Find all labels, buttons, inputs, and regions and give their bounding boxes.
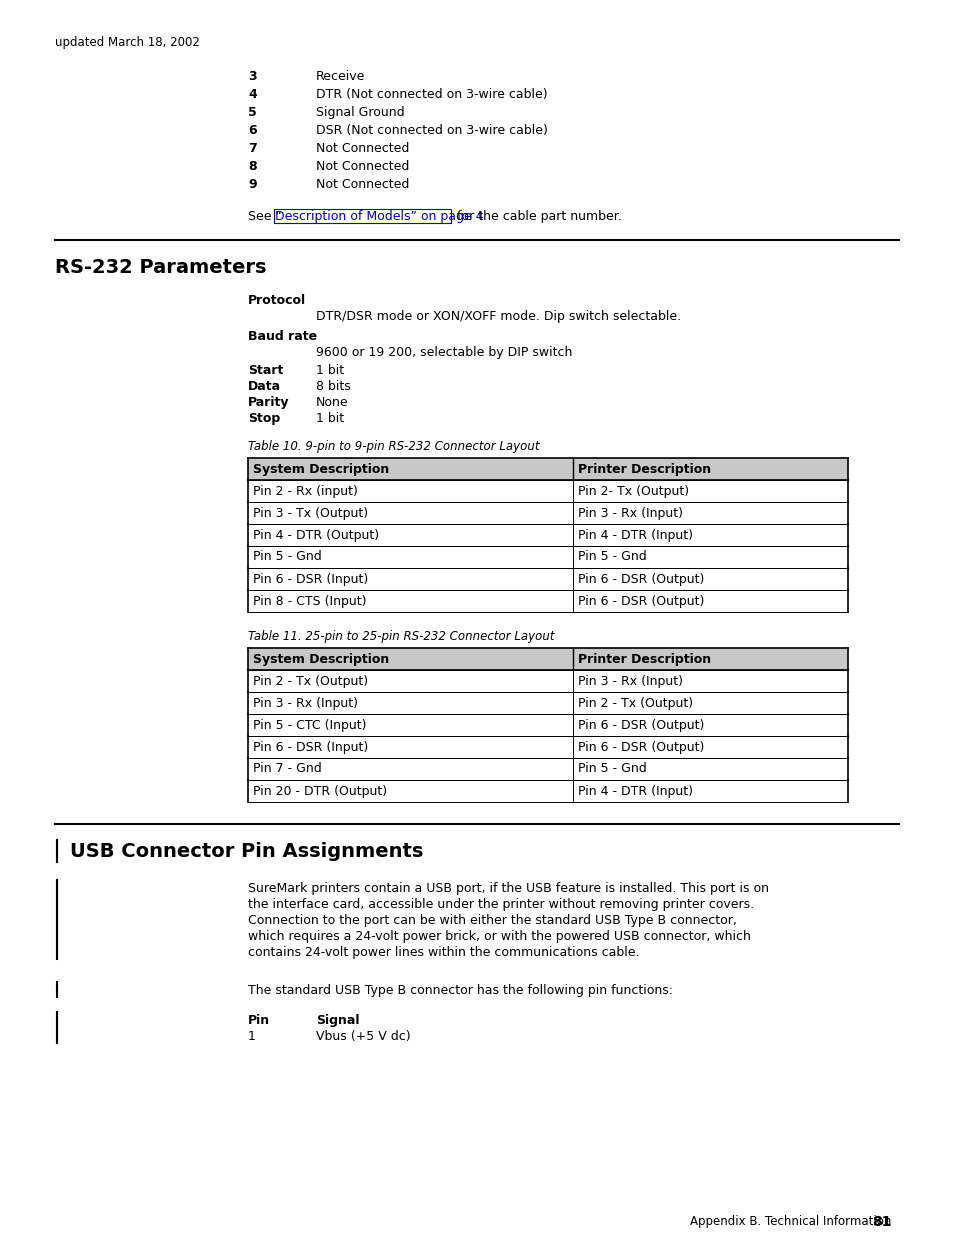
Text: 4: 4 [248, 88, 256, 101]
Text: Pin 4 - DTR (Input): Pin 4 - DTR (Input) [578, 529, 692, 541]
Text: See “: See “ [248, 210, 281, 224]
Text: Table 11. 25-pin to 25-pin RS-232 Connector Layout: Table 11. 25-pin to 25-pin RS-232 Connec… [248, 630, 554, 643]
Text: Pin 3 - Rx (Input): Pin 3 - Rx (Input) [578, 674, 682, 688]
Text: Table 10. 9-pin to 9-pin RS-232 Connector Layout: Table 10. 9-pin to 9-pin RS-232 Connecto… [248, 440, 539, 453]
Text: Pin 6 - DSR (Output): Pin 6 - DSR (Output) [578, 741, 703, 753]
Text: 1: 1 [248, 1030, 255, 1044]
Text: 6: 6 [248, 124, 256, 137]
Text: Protocol: Protocol [248, 294, 306, 308]
Text: Appendix B. Technical Information: Appendix B. Technical Information [689, 1215, 890, 1228]
Text: Pin 5 - CTC (Input): Pin 5 - CTC (Input) [253, 719, 366, 731]
Text: Pin 2- Tx (Output): Pin 2- Tx (Output) [578, 484, 688, 498]
Text: System Description: System Description [253, 652, 389, 666]
Text: Description of Models” on page 4: Description of Models” on page 4 [274, 210, 483, 224]
Text: Signal Ground: Signal Ground [315, 106, 404, 119]
Text: which requires a 24-volt power brick, or with the powered USB connector, which: which requires a 24-volt power brick, or… [248, 930, 750, 944]
Text: DTR (Not connected on 3-wire cable): DTR (Not connected on 3-wire cable) [315, 88, 547, 101]
Text: DTR/DSR mode or XON/XOFF mode. Dip switch selectable.: DTR/DSR mode or XON/XOFF mode. Dip switc… [315, 310, 680, 324]
Text: Signal: Signal [315, 1014, 359, 1028]
Text: Pin 7 - Gnd: Pin 7 - Gnd [253, 762, 321, 776]
Text: 9600 or 19 200, selectable by DIP switch: 9600 or 19 200, selectable by DIP switch [315, 346, 572, 359]
Text: Not Connected: Not Connected [315, 178, 409, 191]
Text: Vbus (+5 V dc): Vbus (+5 V dc) [315, 1030, 410, 1044]
Text: Pin 6 - DSR (Output): Pin 6 - DSR (Output) [578, 594, 703, 608]
Text: Pin 4 - DTR (Output): Pin 4 - DTR (Output) [253, 529, 378, 541]
Text: 8: 8 [248, 161, 256, 173]
Text: SureMark printers contain a USB port, if the USB feature is installed. This port: SureMark printers contain a USB port, if… [248, 882, 768, 895]
Text: The standard USB Type B connector has the following pin functions:: The standard USB Type B connector has th… [248, 984, 672, 997]
Text: Pin 20 - DTR (Output): Pin 20 - DTR (Output) [253, 784, 387, 798]
Text: Pin 2 - Rx (input): Pin 2 - Rx (input) [253, 484, 357, 498]
Text: USB Connector Pin Assignments: USB Connector Pin Assignments [70, 842, 423, 861]
Text: Pin 4 - DTR (Input): Pin 4 - DTR (Input) [578, 784, 692, 798]
Text: Printer Description: Printer Description [578, 462, 710, 475]
Text: Connection to the port can be with either the standard USB Type B connector,: Connection to the port can be with eithe… [248, 914, 736, 927]
Text: 1 bit: 1 bit [315, 412, 344, 425]
Text: Pin 6 - DSR (Input): Pin 6 - DSR (Input) [253, 573, 368, 585]
Text: Pin 5 - Gnd: Pin 5 - Gnd [253, 551, 321, 563]
Text: Start: Start [248, 364, 283, 377]
Text: contains 24-volt power lines within the communications cable.: contains 24-volt power lines within the … [248, 946, 639, 960]
Text: Pin 5 - Gnd: Pin 5 - Gnd [578, 551, 646, 563]
Text: Pin 3 - Rx (Input): Pin 3 - Rx (Input) [253, 697, 357, 709]
Bar [248, 458, 847, 480]
Text: 7: 7 [248, 142, 256, 156]
Text: Not Connected: Not Connected [315, 161, 409, 173]
Text: Pin 2 - Tx (Output): Pin 2 - Tx (Output) [253, 674, 368, 688]
Text: for the cable part number.: for the cable part number. [453, 210, 621, 224]
Text: 81: 81 [871, 1215, 890, 1229]
Text: Pin 5 - Gnd: Pin 5 - Gnd [578, 762, 646, 776]
Text: Printer Description: Printer Description [578, 652, 710, 666]
Text: 8 bits: 8 bits [315, 380, 351, 393]
Text: Parity: Parity [248, 396, 289, 409]
Text: 1 bit: 1 bit [315, 364, 344, 377]
Text: System Description: System Description [253, 462, 389, 475]
Text: Pin: Pin [248, 1014, 270, 1028]
Text: Data: Data [248, 380, 281, 393]
Text: Pin 8 - CTS (Input): Pin 8 - CTS (Input) [253, 594, 366, 608]
Text: None: None [315, 396, 348, 409]
Text: Baud rate: Baud rate [248, 330, 316, 343]
Text: 5: 5 [248, 106, 256, 119]
Text: RS-232 Parameters: RS-232 Parameters [55, 258, 266, 277]
Text: 3: 3 [248, 70, 256, 83]
Text: the interface card, accessible under the printer without removing printer covers: the interface card, accessible under the… [248, 898, 753, 911]
Text: DSR (Not connected on 3-wire cable): DSR (Not connected on 3-wire cable) [315, 124, 547, 137]
Text: Stop: Stop [248, 412, 280, 425]
Text: 9: 9 [248, 178, 256, 191]
Text: Pin 6 - DSR (Input): Pin 6 - DSR (Input) [253, 741, 368, 753]
Text: updated March 18, 2002: updated March 18, 2002 [55, 36, 200, 49]
Text: Pin 3 - Rx (Input): Pin 3 - Rx (Input) [578, 506, 682, 520]
Text: Receive: Receive [315, 70, 365, 83]
Text: Pin 6 - DSR (Output): Pin 6 - DSR (Output) [578, 719, 703, 731]
Text: Pin 6 - DSR (Output): Pin 6 - DSR (Output) [578, 573, 703, 585]
Text: Pin 2 - Tx (Output): Pin 2 - Tx (Output) [578, 697, 693, 709]
Bar [248, 648, 847, 671]
Bar [274, 209, 451, 224]
Text: Not Connected: Not Connected [315, 142, 409, 156]
Text: Pin 3 - Tx (Output): Pin 3 - Tx (Output) [253, 506, 368, 520]
